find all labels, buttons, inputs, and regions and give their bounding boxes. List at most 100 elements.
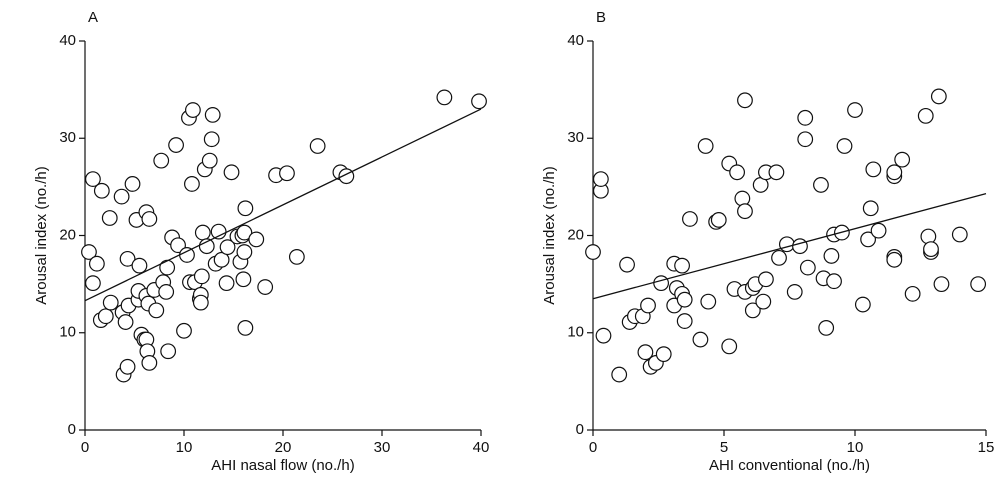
data-point	[119, 250, 136, 267]
data-point	[737, 92, 753, 109]
data-point	[124, 176, 141, 192]
x-tick-label: 0	[589, 439, 597, 456]
y-tick-label: 10	[567, 324, 584, 341]
y-tick-label: 40	[567, 32, 584, 49]
x-tick-label: 15	[978, 439, 995, 456]
data-point	[823, 248, 840, 264]
data-point	[235, 271, 252, 288]
x-tick-label: 30	[374, 439, 391, 456]
x-axis-label: AHI nasal flow (no./h)	[211, 457, 354, 474]
y-axis-label: Arousal index (no./h)	[33, 166, 50, 304]
data-point	[97, 308, 114, 325]
data-point	[797, 109, 814, 126]
data-point	[131, 257, 148, 274]
data-point	[237, 200, 254, 217]
data-point	[93, 182, 110, 199]
data-point	[755, 293, 772, 310]
data-point	[768, 164, 785, 181]
data-point	[85, 171, 101, 187]
data-point	[771, 249, 787, 266]
data-point	[179, 247, 195, 263]
data-point	[758, 271, 774, 288]
data-point	[193, 268, 210, 285]
data-point	[692, 331, 709, 348]
data-point	[288, 248, 305, 265]
y-tick-label: 30	[567, 129, 584, 146]
data-point	[676, 291, 693, 308]
panel-label: A	[88, 9, 98, 26]
data-point	[904, 285, 921, 302]
data-point	[201, 152, 218, 169]
data-point	[655, 346, 672, 363]
data-point	[236, 244, 253, 260]
data-point	[700, 293, 717, 310]
data-point	[930, 88, 947, 105]
data-point	[471, 93, 487, 110]
data-point	[176, 322, 192, 339]
data-point	[117, 314, 134, 330]
data-point	[737, 203, 753, 220]
data-point	[237, 319, 254, 336]
data-point	[218, 275, 235, 292]
data-point	[836, 138, 853, 154]
data-point	[923, 241, 939, 258]
data-point	[160, 343, 177, 360]
data-point	[886, 164, 903, 181]
data-point	[198, 238, 215, 255]
data-point	[101, 210, 118, 226]
data-point	[653, 275, 670, 292]
y-tick-label: 0	[68, 421, 76, 438]
data-point	[141, 211, 158, 227]
data-point	[153, 152, 170, 169]
x-tick-label: 10	[847, 439, 864, 456]
data-point	[113, 188, 130, 205]
data-point	[236, 224, 253, 241]
data-point	[170, 237, 186, 254]
data-point	[619, 256, 635, 273]
data-point	[279, 165, 295, 182]
data-point	[185, 102, 201, 118]
data-point	[786, 284, 803, 300]
y-tick-label: 30	[59, 129, 76, 146]
data-point	[592, 171, 609, 187]
data-point	[970, 276, 987, 293]
data-point	[194, 224, 211, 241]
data-point	[210, 223, 227, 240]
data-point	[248, 231, 265, 248]
data-point	[676, 313, 693, 329]
data-point	[917, 107, 934, 124]
data-point	[813, 177, 829, 193]
x-tick-label: 0	[81, 439, 89, 456]
data-point	[257, 279, 274, 295]
data-point	[847, 102, 863, 118]
data-point	[818, 319, 835, 336]
data-point	[710, 212, 727, 228]
y-axis-label: Arousal index (no./h)	[541, 166, 558, 304]
y-tick-label: 20	[59, 226, 76, 243]
data-point	[826, 273, 842, 290]
data-point	[734, 190, 751, 207]
data-point	[148, 302, 165, 319]
data-point	[744, 302, 761, 319]
x-tick-label: 5	[720, 439, 728, 456]
data-point	[799, 259, 816, 276]
data-point	[860, 231, 876, 248]
data-point	[729, 164, 745, 181]
data-point	[204, 107, 221, 123]
y-tick-label: 40	[59, 32, 76, 49]
data-point	[203, 131, 220, 148]
data-point	[640, 297, 656, 314]
data-point	[865, 161, 882, 178]
data-point	[223, 164, 240, 181]
regression-line	[592, 193, 987, 300]
data-point	[81, 244, 97, 260]
x-axis-label: AHI conventional (no./h)	[709, 457, 870, 474]
data-point	[611, 366, 628, 383]
x-tick-label: 20	[275, 439, 292, 456]
x-tick-label: 10	[176, 439, 193, 456]
data-point	[951, 226, 968, 243]
data-point	[792, 238, 808, 255]
y-tick-label: 0	[576, 421, 584, 438]
data-point	[854, 296, 871, 313]
